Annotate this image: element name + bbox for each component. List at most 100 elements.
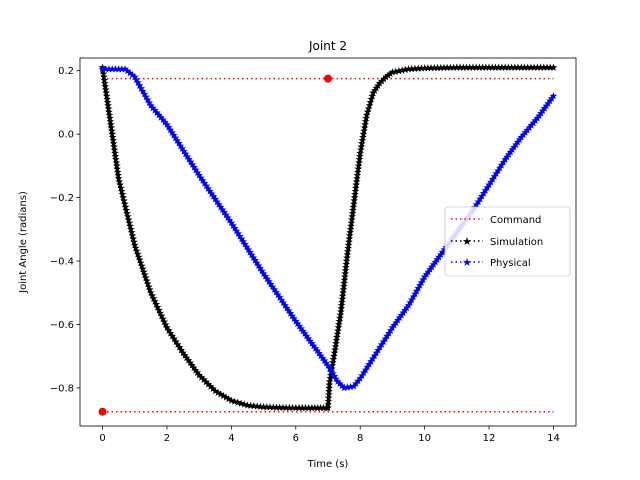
physical-marker [114, 65, 123, 73]
simulation-marker [347, 218, 356, 227]
simulation-marker [186, 358, 195, 367]
axes-frame [79, 57, 577, 427]
simulation-marker [341, 266, 350, 274]
simulation-marker [275, 403, 284, 411]
simulation-marker [143, 276, 151, 285]
simulation-marker [353, 174, 361, 182]
physical-marker [202, 181, 211, 190]
simulation-marker [137, 261, 146, 270]
physical-marker [253, 259, 261, 267]
physical-marker [171, 133, 180, 142]
simulation-marker [351, 187, 360, 195]
physical-marker [225, 216, 234, 224]
simulation-marker [533, 63, 542, 71]
physical-marker [121, 65, 129, 73]
physical-marker [234, 229, 242, 237]
simulation-marker [377, 77, 386, 85]
physical-marker [123, 67, 132, 75]
simulation-marker [360, 123, 369, 132]
series-physical [98, 65, 558, 392]
simulation-marker [348, 209, 357, 217]
physical-marker [329, 369, 337, 377]
simulation-marker [121, 203, 130, 211]
simulation-marker [339, 288, 347, 296]
physical-marker [197, 174, 205, 182]
series-layer [98, 63, 558, 416]
simulation-marker [153, 303, 162, 311]
simulation-marker [325, 380, 334, 389]
simulation-marker [145, 282, 153, 291]
simulation-marker [341, 272, 349, 281]
physical-marker [302, 332, 311, 340]
simulation-marker [301, 403, 310, 412]
simulation-marker [101, 79, 109, 87]
physical-marker [263, 275, 271, 283]
physical-marker [279, 298, 288, 307]
simulation-marker [298, 403, 307, 412]
physical-marker [352, 379, 360, 387]
simulation-marker [193, 368, 202, 377]
physical-marker [101, 65, 110, 73]
simulation-marker [107, 123, 116, 132]
simulation-marker [115, 177, 124, 185]
simulation-marker [354, 161, 363, 170]
physical-marker [313, 346, 322, 355]
simulation-marker [295, 403, 303, 412]
simulation-marker [359, 130, 368, 138]
physical-marker [288, 312, 297, 320]
simulation-marker [272, 403, 281, 411]
simulation-marker [117, 184, 125, 192]
simulation-marker [246, 401, 255, 409]
physical-marker [322, 359, 331, 367]
x-axis: 0 2 4 6 8 10 12 14 [99, 426, 560, 444]
physical-marker [311, 344, 320, 352]
simulation-marker [152, 300, 161, 308]
physical-marker [145, 98, 154, 106]
physical-marker [306, 337, 314, 345]
physical-marker [215, 200, 223, 208]
simulation-marker [184, 356, 193, 364]
simulation-marker [543, 63, 551, 71]
simulation-marker [105, 111, 114, 119]
legend: Command ★ Simulation ★ Physical [444, 206, 571, 277]
simulation-marker [104, 104, 113, 112]
physical-marker [211, 195, 220, 203]
simulation-marker [352, 180, 360, 189]
simulation-marker [123, 209, 131, 217]
x-axis-label: Time (s) [307, 459, 349, 470]
simulation-marker [125, 218, 134, 227]
physical-marker [98, 65, 107, 73]
simulation-marker [332, 339, 340, 347]
simulation-marker [337, 304, 346, 312]
simulation-marker [485, 63, 493, 71]
simulation-marker [136, 259, 145, 267]
simulation-marker [124, 215, 133, 224]
simulation-marker [504, 63, 513, 71]
simulation-marker [520, 63, 529, 71]
physical-marker [346, 382, 355, 391]
simulation-marker [151, 297, 159, 305]
simulation-marker [330, 349, 339, 357]
physical-marker [142, 93, 150, 101]
simulation-marker [347, 222, 355, 230]
simulation-marker [102, 92, 111, 100]
simulation-marker [114, 171, 122, 179]
physical-marker [336, 379, 344, 387]
simulation-marker [342, 257, 351, 265]
simulation-marker [446, 63, 455, 71]
simulation-marker [407, 64, 416, 73]
physical-marker [155, 111, 163, 119]
simulation-marker [352, 177, 361, 185]
simulation-marker [440, 63, 448, 72]
simulation-marker [339, 282, 348, 290]
simulation-marker [507, 63, 516, 71]
simulation-marker [482, 63, 490, 71]
physical-marker [164, 123, 173, 131]
simulation-marker [498, 63, 506, 71]
simulation-marker [336, 310, 345, 319]
simulation-marker [106, 114, 114, 122]
simulation-marker [344, 244, 352, 252]
simulation-marker [127, 228, 136, 236]
simulation-marker [144, 279, 152, 288]
